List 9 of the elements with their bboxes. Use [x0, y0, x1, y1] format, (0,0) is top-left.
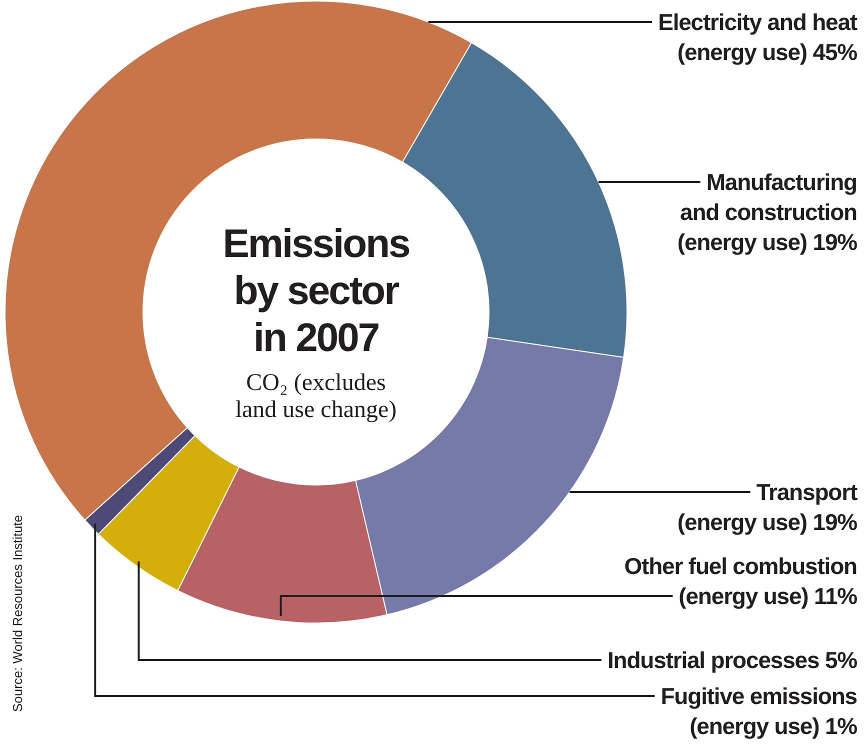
slice-label: Electricity and heat (energy use) 45%: [658, 9, 858, 65]
slice-label: Other fuel combustion (energy use) 11%: [624, 553, 858, 609]
slice-label: Fugitive emissions (energy use) 1%: [660, 683, 858, 739]
text: Emissions by sector in 2007: [222, 222, 410, 360]
slice-label: Transport (energy use) 19%: [677, 479, 858, 535]
slice-label: Manufacturing and construction (energy use) 19%: [677, 169, 858, 255]
slice-label: Industrial processes 5%: [607, 647, 858, 673]
source-note: Source: World Resources Institute: [10, 514, 25, 712]
text: CO₂ (excludes land use change): [235, 370, 397, 423]
